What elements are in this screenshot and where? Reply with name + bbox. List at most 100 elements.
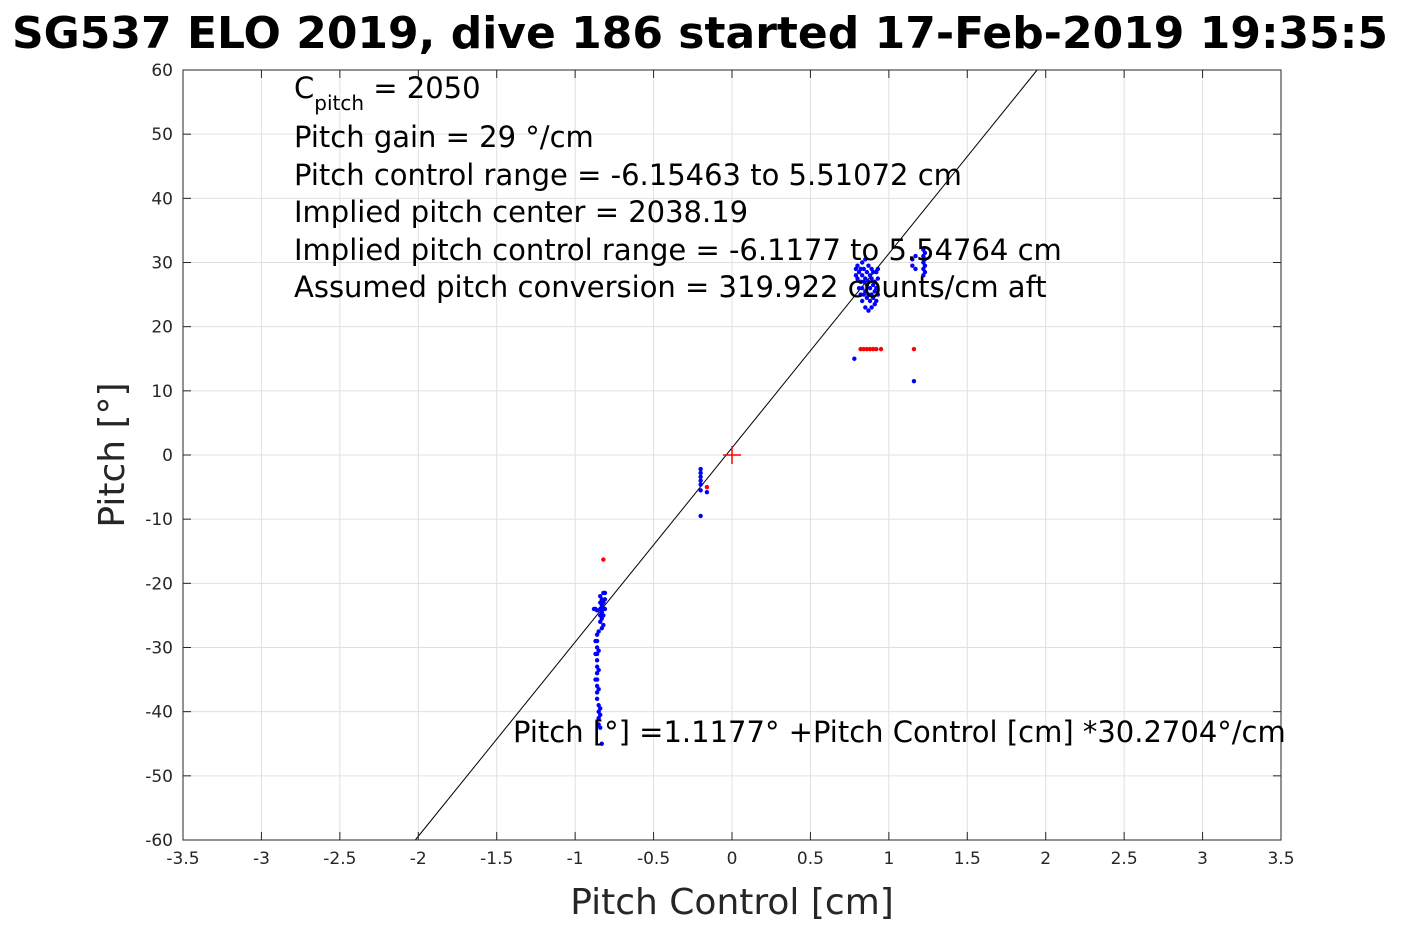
blue-point (855, 263, 860, 268)
y-tick-label: 10 (151, 382, 173, 402)
x-tick-label: 0.5 (797, 849, 824, 869)
blue-point (910, 257, 915, 262)
regression-equation: Pitch [°] =1.1177° +Pitch Control [cm] *… (513, 715, 1286, 749)
grid-lines (182, 69, 1282, 841)
blue-point (922, 269, 928, 275)
blue-point (859, 273, 865, 278)
x-tick-label: 2 (1040, 849, 1051, 869)
conversion-annotation: Assumed pitch conversion = 319.922 count… (294, 270, 1047, 304)
blue-point (869, 276, 874, 281)
y-axis-label: Pitch [°] (92, 382, 133, 527)
blue-point (593, 651, 598, 657)
blue-point (911, 379, 917, 384)
x-axis-label: Pitch Control [cm] (570, 882, 894, 923)
red-point (861, 346, 866, 352)
x-tick-label: -2.5 (323, 849, 356, 869)
blue-point (866, 292, 871, 297)
blue-point (602, 590, 608, 596)
blue-point (698, 478, 703, 483)
blue-point (869, 305, 874, 310)
y-axis-ticks: 60 50 40 30 20 10 0 -10 -20 -30 -40 -50 -60 (145, 61, 1281, 851)
x-tick-label: 3 (1197, 849, 1208, 869)
c-pitch-subscript: pitch (314, 91, 364, 115)
red-point (867, 346, 873, 352)
x-tick-label: -1.5 (480, 849, 513, 869)
blue-point (698, 470, 703, 476)
blue-point (698, 482, 703, 487)
blue-point (698, 488, 703, 493)
blue-point (594, 696, 600, 702)
y-tick-label: 50 (151, 125, 173, 145)
blue-point (601, 613, 606, 618)
blue-point (875, 266, 881, 272)
c-pitch-annotation: Cpitch = 2050 (294, 71, 481, 115)
x-tick-label: -2 (410, 849, 427, 869)
c-pitch-value: = 2050 (364, 71, 481, 105)
red-point (601, 557, 606, 562)
x-tick-label: -1 (567, 849, 584, 869)
red-point (911, 346, 917, 352)
blue-point (872, 279, 877, 284)
blue-point (856, 285, 862, 291)
blue-point (596, 667, 601, 673)
implied-center-annotation: Implied pitch center = 2038.19 (294, 195, 748, 229)
y-tick-label: -60 (145, 831, 173, 851)
blue-point (596, 687, 601, 692)
red-point (858, 346, 863, 352)
control-range-annotation: Pitch control range = -6.15463 to 5.5107… (294, 158, 962, 192)
blue-point (863, 257, 868, 262)
center-marker-group (723, 446, 741, 464)
x-tick-label: 3.5 (1267, 849, 1294, 869)
blue-point (866, 263, 871, 268)
blue-point (602, 606, 608, 612)
blue-point (698, 474, 703, 480)
blue-point (704, 490, 710, 495)
blue-point (596, 629, 601, 634)
blue-point (867, 298, 873, 304)
blue-point (910, 263, 915, 268)
blue-point (863, 305, 868, 310)
blue-point (859, 260, 865, 265)
blue-point (594, 658, 600, 663)
blue-point (598, 725, 603, 730)
blue-point (866, 279, 871, 284)
blue-point (852, 356, 857, 361)
y-tick-label: -20 (145, 574, 173, 594)
y-tick-label: 40 (151, 189, 173, 209)
blue-point (874, 285, 879, 291)
blue-point (922, 250, 928, 256)
blue-point (863, 276, 868, 281)
blue-point (858, 292, 863, 297)
blue-point (863, 289, 868, 294)
red-point (878, 346, 884, 352)
data-points (591, 247, 928, 746)
x-tick-label: -0.5 (637, 849, 670, 869)
red-point (864, 346, 870, 352)
red-point (704, 484, 710, 490)
y-tick-label: 0 (162, 446, 173, 466)
x-tick-label: -3.5 (166, 849, 199, 869)
blue-point (598, 706, 603, 711)
blue-point (599, 741, 605, 746)
blue-point (913, 266, 918, 272)
blue-point (858, 279, 863, 284)
y-tick-label: 20 (151, 318, 173, 338)
y-tick-label: -10 (145, 510, 173, 530)
y-tick-label: -40 (145, 703, 173, 723)
blue-point (859, 298, 865, 304)
blue-point (596, 648, 601, 653)
x-tick-label: 0 (727, 849, 738, 869)
blue-point (866, 308, 871, 313)
blue-point (922, 257, 928, 262)
blue-point (855, 276, 860, 281)
blue-point (874, 298, 879, 304)
blue-point (875, 292, 881, 297)
blue-point (598, 712, 603, 718)
blue-point (602, 597, 608, 602)
blue-point (593, 638, 598, 644)
blue-point (922, 263, 928, 268)
y-tick-label: -50 (145, 767, 173, 787)
blue-point (858, 266, 863, 272)
blue-point (601, 622, 606, 628)
